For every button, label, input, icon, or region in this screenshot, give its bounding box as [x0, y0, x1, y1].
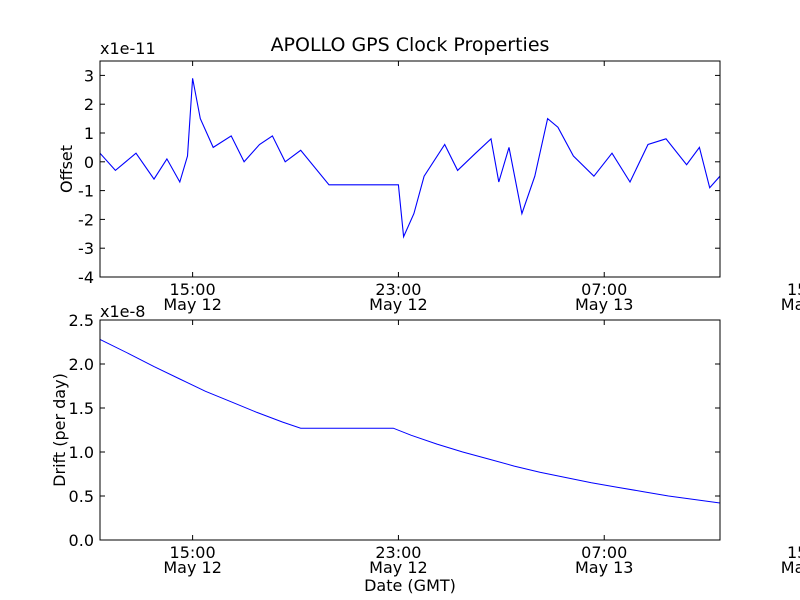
offset-ytick-label: 1 — [84, 124, 94, 143]
drift-xtick-time-label: 15:00 — [787, 543, 800, 562]
offset-xtick-date-label: May 12 — [163, 295, 222, 314]
x-axis-label: Date (GMT) — [364, 576, 456, 595]
drift-xtick-date-label: May 13 — [575, 558, 634, 577]
drift-ytick-label: 2.0 — [69, 355, 94, 374]
chart-title: APOLLO GPS Clock Properties — [271, 34, 550, 56]
drift-series-line — [100, 338, 720, 504]
drift-xtick-time-label: 07:00 — [581, 543, 627, 562]
drift-plot-frame — [99, 319, 721, 541]
offset-xtick-date-label: May 12 — [369, 295, 428, 314]
offset-plot-frame — [99, 60, 721, 278]
offset-ytick-label: -1 — [78, 182, 94, 201]
drift-y-scale-label: x1e-8 — [100, 302, 145, 321]
offset-ytick-label: 3 — [84, 66, 94, 85]
offset-xtick-time-label: 15:00 — [170, 280, 216, 299]
offset-xtick-time-label: 23:00 — [375, 280, 421, 299]
offset-ytick-label: -2 — [78, 210, 94, 229]
drift-xtick-date-label: May 13 — [781, 558, 800, 577]
drift-panel: x1e-8 Drift (per day) 0.0 0.5 1.0 1.5 2.0 2.5… — [50, 302, 800, 595]
offset-series-line — [100, 78, 720, 239]
offset-ytick-label: 0 — [84, 153, 94, 172]
offset-ytick-label: 2 — [84, 95, 94, 114]
drift-xtick-date-label: May 12 — [163, 558, 222, 577]
drift-ytick-label: 2.5 — [69, 311, 94, 330]
drift-ytick-label: 1.5 — [69, 399, 94, 418]
drift-xtick-date-label: May 12 — [369, 558, 428, 577]
drift-y-axis-label: Drift (per day) — [50, 373, 69, 487]
drift-ytick-label: 1.0 — [69, 443, 94, 462]
offset-y-scale-label: x1e-11 — [100, 39, 156, 58]
drift-ytick-label: 0.5 — [69, 487, 94, 506]
drift-xtick-time-label: 15:00 — [170, 543, 216, 562]
offset-xtick-time-label: 07:00 — [581, 280, 627, 299]
offset-xtick-date-label: May 13 — [575, 295, 634, 314]
offset-ytick-label: -3 — [78, 239, 94, 258]
drift-xtick-time-label: 23:00 — [375, 543, 421, 562]
drift-ytick-label: 0.0 — [69, 531, 94, 550]
offset-y-axis-label: Offset — [57, 145, 76, 193]
offset-ytick-label: -4 — [78, 268, 94, 287]
offset-xtick-time-label: 15:00 — [787, 280, 800, 299]
offset-xtick-date-label: May 13 — [781, 295, 800, 314]
